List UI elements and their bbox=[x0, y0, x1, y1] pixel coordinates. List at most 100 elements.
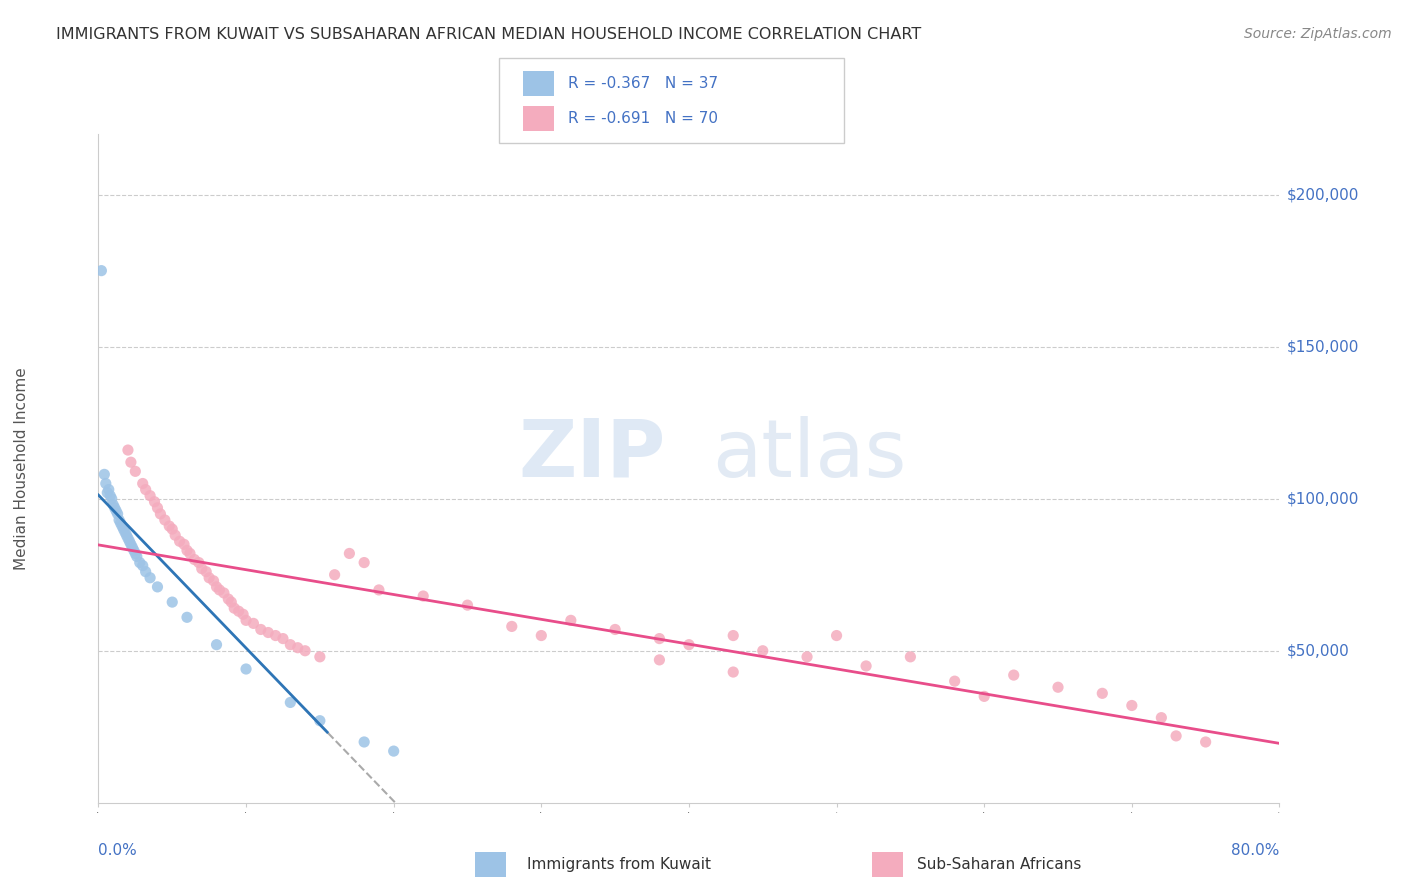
Text: IMMIGRANTS FROM KUWAIT VS SUBSAHARAN AFRICAN MEDIAN HOUSEHOLD INCOME CORRELATION: IMMIGRANTS FROM KUWAIT VS SUBSAHARAN AFR… bbox=[56, 27, 921, 42]
Point bbox=[224, 601, 246, 615]
Point bbox=[176, 610, 198, 624]
Point bbox=[195, 565, 218, 579]
Point bbox=[368, 582, 391, 597]
Point bbox=[122, 543, 145, 558]
Text: $150,000: $150,000 bbox=[1286, 339, 1358, 354]
Point bbox=[97, 483, 120, 497]
Text: $100,000: $100,000 bbox=[1286, 491, 1358, 506]
Point bbox=[120, 537, 142, 551]
Point bbox=[157, 519, 180, 533]
Point bbox=[191, 562, 214, 576]
Text: atlas: atlas bbox=[713, 416, 907, 494]
Point bbox=[205, 638, 228, 652]
Point bbox=[235, 662, 257, 676]
Point bbox=[135, 565, 157, 579]
Point bbox=[501, 619, 523, 633]
Point bbox=[125, 549, 148, 564]
Point bbox=[212, 586, 235, 600]
Point bbox=[232, 607, 254, 622]
Point bbox=[219, 595, 242, 609]
Point bbox=[132, 558, 155, 573]
Point bbox=[111, 519, 134, 533]
Text: ZIP: ZIP bbox=[517, 416, 665, 494]
Text: R = -0.367   N = 37: R = -0.367 N = 37 bbox=[568, 76, 718, 91]
Point bbox=[165, 528, 187, 542]
Point bbox=[560, 613, 582, 627]
Point bbox=[120, 455, 142, 469]
Point bbox=[1002, 668, 1025, 682]
Point bbox=[128, 556, 150, 570]
Point bbox=[943, 674, 966, 689]
Point bbox=[132, 476, 155, 491]
Point bbox=[678, 638, 700, 652]
Point bbox=[100, 491, 122, 506]
Point bbox=[294, 644, 316, 658]
Point bbox=[110, 516, 132, 530]
Point bbox=[149, 507, 172, 521]
Point bbox=[121, 541, 143, 555]
Point bbox=[278, 638, 302, 652]
Point bbox=[98, 489, 121, 503]
Text: R = -0.691   N = 70: R = -0.691 N = 70 bbox=[568, 112, 718, 126]
Point bbox=[117, 443, 139, 458]
Point bbox=[143, 494, 166, 508]
Text: Source: ZipAtlas.com: Source: ZipAtlas.com bbox=[1244, 27, 1392, 41]
Point bbox=[456, 598, 478, 612]
Point bbox=[104, 500, 127, 515]
Point bbox=[108, 513, 131, 527]
Point bbox=[353, 735, 375, 749]
Point bbox=[96, 485, 118, 500]
Point bbox=[139, 571, 162, 585]
Point bbox=[124, 546, 146, 560]
Text: Median Household Income: Median Household Income bbox=[14, 367, 28, 570]
Point bbox=[1164, 729, 1187, 743]
Point bbox=[135, 483, 157, 497]
Point bbox=[337, 546, 360, 560]
Point bbox=[179, 546, 201, 560]
Point bbox=[309, 714, 332, 728]
Point bbox=[217, 592, 239, 607]
Text: Sub-Saharan Africans: Sub-Saharan Africans bbox=[917, 857, 1081, 871]
Point bbox=[112, 522, 135, 536]
Point bbox=[228, 604, 250, 618]
Point bbox=[153, 513, 176, 527]
Point bbox=[530, 628, 553, 642]
Point bbox=[900, 649, 922, 664]
Text: 0.0%: 0.0% bbox=[98, 843, 138, 858]
Point bbox=[103, 498, 125, 512]
Point bbox=[648, 653, 671, 667]
Point bbox=[114, 525, 136, 540]
Point bbox=[278, 696, 302, 710]
Point bbox=[115, 528, 138, 542]
Point bbox=[648, 632, 671, 646]
Point bbox=[202, 574, 225, 588]
Point bbox=[721, 665, 744, 679]
Text: 80.0%: 80.0% bbox=[1232, 843, 1279, 858]
Point bbox=[187, 556, 209, 570]
Point bbox=[751, 644, 773, 658]
Point bbox=[139, 489, 162, 503]
Point bbox=[235, 613, 257, 627]
Point bbox=[1195, 735, 1218, 749]
Point bbox=[721, 628, 744, 642]
Point bbox=[264, 628, 287, 642]
Point bbox=[353, 556, 375, 570]
Point bbox=[412, 589, 434, 603]
Point bbox=[796, 649, 818, 664]
Text: Immigrants from Kuwait: Immigrants from Kuwait bbox=[527, 857, 711, 871]
Text: $50,000: $50,000 bbox=[1286, 643, 1350, 658]
Point bbox=[93, 467, 115, 482]
Point bbox=[183, 552, 205, 566]
Point bbox=[94, 476, 117, 491]
Point bbox=[118, 534, 141, 549]
Point bbox=[1150, 711, 1173, 725]
Point bbox=[198, 571, 221, 585]
Point bbox=[287, 640, 309, 655]
Point bbox=[382, 744, 405, 758]
Point bbox=[1121, 698, 1143, 713]
Point bbox=[105, 504, 128, 518]
Point bbox=[107, 507, 129, 521]
Point bbox=[1046, 680, 1069, 694]
Point bbox=[242, 616, 264, 631]
Point bbox=[309, 649, 332, 664]
